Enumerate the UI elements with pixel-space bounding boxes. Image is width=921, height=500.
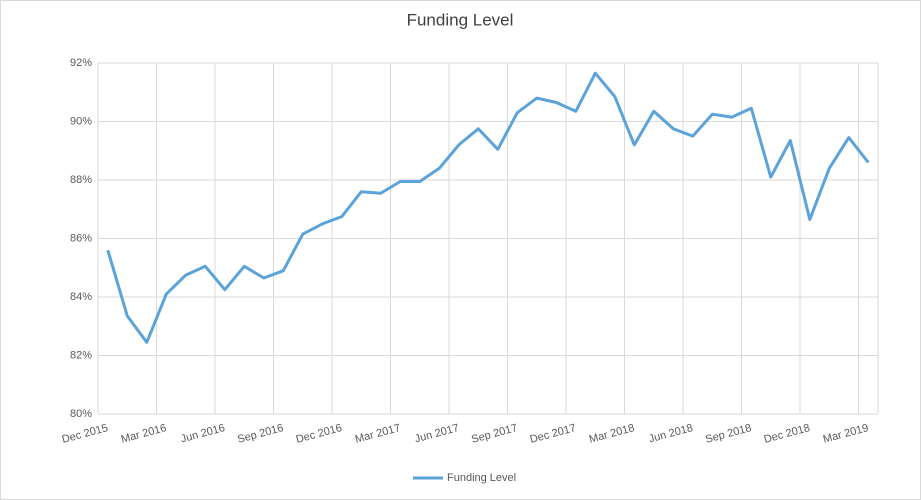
y-tick-label: 90% — [70, 115, 92, 127]
y-tick-label: 84% — [70, 291, 92, 303]
y-tick-label: 92% — [70, 57, 92, 69]
y-tick-label: 86% — [70, 232, 92, 244]
y-tick-label: 88% — [70, 174, 92, 186]
y-tick-label: 80% — [70, 408, 92, 420]
chart-title: Funding Level — [407, 10, 514, 29]
y-tick-label: 82% — [70, 349, 92, 361]
legend-label: Funding Level — [447, 472, 516, 484]
data-line — [106, 71, 870, 344]
